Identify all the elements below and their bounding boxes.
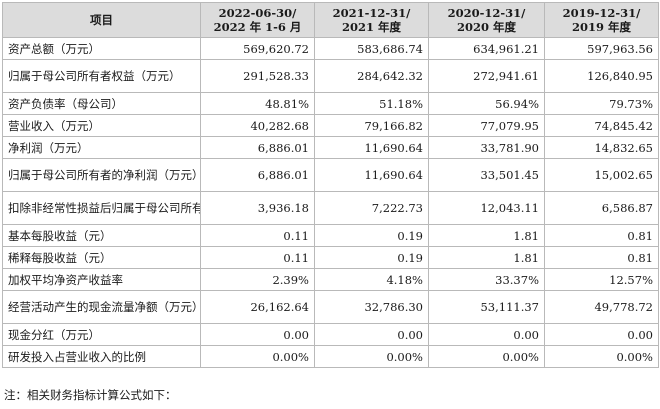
table-row: 研发投入占营业收入的比例 0.00% 0.00% 0.00% 0.00% bbox=[2, 345, 659, 368]
cell-value: 0.00% bbox=[314, 345, 429, 368]
cell-value: 11,690.64 bbox=[314, 158, 429, 192]
cell-value: 126,840.95 bbox=[544, 59, 659, 93]
cell-value: 0.00 bbox=[314, 323, 429, 346]
cell-value: 79.73% bbox=[544, 92, 659, 115]
cell-value: 48.81% bbox=[200, 92, 315, 115]
cell-value: 0.19 bbox=[314, 224, 429, 247]
cell-value: 7,222.73 bbox=[314, 191, 429, 225]
table-row: 资产负债率（母公司） 48.81% 51.18% 56.94% 79.73% bbox=[2, 92, 659, 115]
cell-value: 569,620.72 bbox=[200, 37, 315, 60]
cell-value: 12,043.11 bbox=[428, 191, 545, 225]
header-period-2022h1: 2022-06-30/ 2022 年 1-6 月 bbox=[200, 2, 315, 38]
table-row: 归属于母公司所有者权益（万元） 291,528.33 284,642.32 27… bbox=[2, 59, 659, 93]
table-row: 净利润（万元） 6,886.01 11,690.64 33,781.90 14,… bbox=[2, 136, 659, 159]
cell-value: 56.94% bbox=[428, 92, 545, 115]
row-label: 现金分红（万元） bbox=[2, 323, 201, 346]
cell-value: 583,686.74 bbox=[314, 37, 429, 60]
cell-value: 51.18% bbox=[314, 92, 429, 115]
cell-value: 26,162.64 bbox=[200, 290, 315, 324]
cell-value: 634,961.21 bbox=[428, 37, 545, 60]
cell-value: 291,528.33 bbox=[200, 59, 315, 93]
cell-value: 32,786.30 bbox=[314, 290, 429, 324]
cell-value: 33.37% bbox=[428, 268, 545, 291]
cell-value: 0.19 bbox=[314, 246, 429, 269]
table-row: 资产总额（万元） 569,620.72 583,686.74 634,961.2… bbox=[2, 37, 659, 60]
cell-value: 40,282.68 bbox=[200, 114, 315, 137]
cell-value: 74,845.42 bbox=[544, 114, 659, 137]
cell-value: 1.81 bbox=[428, 224, 545, 247]
header-period-2021: 2021-12-31/ 2021 年度 bbox=[314, 2, 429, 38]
cell-value: 77,079.95 bbox=[428, 114, 545, 137]
cell-value: 6,886.01 bbox=[200, 136, 315, 159]
cell-value: 33,781.90 bbox=[428, 136, 545, 159]
header-item: 项目 bbox=[2, 2, 201, 38]
row-label: 归属于母公司所有者的净利润（万元） bbox=[2, 158, 201, 192]
cell-value: 0.81 bbox=[544, 224, 659, 247]
table-row: 现金分红（万元） 0.00 0.00 0.00 0.00 bbox=[2, 323, 659, 346]
row-label: 稀释每股收益（元） bbox=[2, 246, 201, 269]
row-label: 归属于母公司所有者权益（万元） bbox=[2, 59, 201, 93]
cell-value: 0.00 bbox=[544, 323, 659, 346]
cell-value: 1.81 bbox=[428, 246, 545, 269]
row-label: 资产总额（万元） bbox=[2, 37, 201, 60]
cell-value: 15,002.65 bbox=[544, 158, 659, 192]
row-label: 加权平均净资产收益率 bbox=[2, 268, 201, 291]
cell-value: 3,936.18 bbox=[200, 191, 315, 225]
cell-value: 53,111.37 bbox=[428, 290, 545, 324]
cell-value: 0.00% bbox=[200, 345, 315, 368]
table-row: 加权平均净资产收益率 2.39% 4.18% 33.37% 12.57% bbox=[2, 268, 659, 291]
row-label: 营业收入（万元） bbox=[2, 114, 201, 137]
financial-indicators-table: 项目 2022-06-30/ 2022 年 1-6 月 2021-12-31/ … bbox=[2, 2, 659, 368]
cell-value: 49,778.72 bbox=[544, 290, 659, 324]
header-period-2020: 2020-12-31/ 2020 年度 bbox=[428, 2, 545, 38]
table-row: 归属于母公司所有者的净利润（万元） 6,886.01 11,690.64 33,… bbox=[2, 158, 659, 192]
cell-value: 11,690.64 bbox=[314, 136, 429, 159]
cell-value: 0.00% bbox=[544, 345, 659, 368]
header-row: 项目 2022-06-30/ 2022 年 1-6 月 2021-12-31/ … bbox=[2, 2, 659, 38]
row-label: 净利润（万元） bbox=[2, 136, 201, 159]
cell-value: 79,166.82 bbox=[314, 114, 429, 137]
cell-value: 4.18% bbox=[314, 268, 429, 291]
cell-value: 0.00% bbox=[428, 345, 545, 368]
row-label: 研发投入占营业收入的比例 bbox=[2, 345, 201, 368]
header-period-2019: 2019-12-31/ 2019 年度 bbox=[544, 2, 659, 38]
table-body: 资产总额（万元） 569,620.72 583,686.74 634,961.2… bbox=[2, 37, 659, 368]
cell-value: 597,963.56 bbox=[544, 37, 659, 60]
cell-value: 6,586.87 bbox=[544, 191, 659, 225]
cell-value: 0.00 bbox=[428, 323, 545, 346]
cell-value: 0.81 bbox=[544, 246, 659, 269]
cell-value: 0.11 bbox=[200, 246, 315, 269]
cell-value: 0.11 bbox=[200, 224, 315, 247]
cell-value: 33,501.45 bbox=[428, 158, 545, 192]
table-row: 营业收入（万元） 40,282.68 79,166.82 77,079.95 7… bbox=[2, 114, 659, 137]
footnote: 注：相关财务指标计算公式如下： bbox=[4, 388, 177, 402]
table-row: 扣除非经常性损益后归属于母公司所有者的净利润（万元） 3,936.18 7,22… bbox=[2, 191, 659, 225]
cell-value: 14,832.65 bbox=[544, 136, 659, 159]
cell-value: 0.00 bbox=[200, 323, 315, 346]
row-label: 扣除非经常性损益后归属于母公司所有者的净利润（万元） bbox=[2, 191, 201, 225]
table-row: 稀释每股收益（元） 0.11 0.19 1.81 0.81 bbox=[2, 246, 659, 269]
table-row: 基本每股收益（元） 0.11 0.19 1.81 0.81 bbox=[2, 224, 659, 247]
cell-value: 272,941.61 bbox=[428, 59, 545, 93]
row-label: 经营活动产生的现金流量净额（万元） bbox=[2, 290, 201, 324]
row-label: 基本每股收益（元） bbox=[2, 224, 201, 247]
row-label: 资产负债率（母公司） bbox=[2, 92, 201, 115]
cell-value: 2.39% bbox=[200, 268, 315, 291]
cell-value: 12.57% bbox=[544, 268, 659, 291]
cell-value: 6,886.01 bbox=[200, 158, 315, 192]
cell-value: 284,642.32 bbox=[314, 59, 429, 93]
table-row: 经营活动产生的现金流量净额（万元） 26,162.64 32,786.30 53… bbox=[2, 290, 659, 324]
